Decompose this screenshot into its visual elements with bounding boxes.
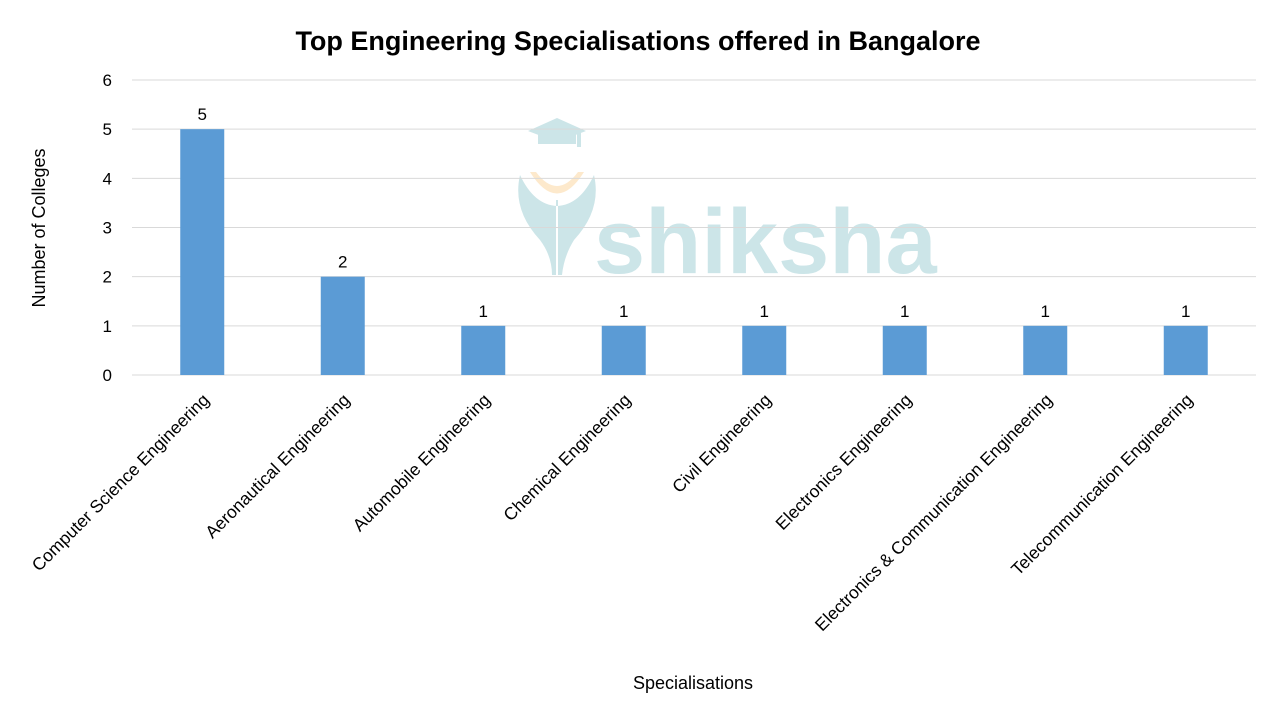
bar xyxy=(180,129,225,375)
bar xyxy=(461,325,506,375)
shiksha-watermark-logo: shiksha xyxy=(518,118,937,293)
bar xyxy=(1163,325,1208,375)
y-tick-label: 3 xyxy=(103,219,112,238)
y-tick-label: 4 xyxy=(103,169,112,188)
data-label: 1 xyxy=(619,302,628,321)
svg-text:shiksha: shiksha xyxy=(594,191,937,293)
x-axis-label: Specialisations xyxy=(633,673,753,693)
x-tick-label: Civil Engineering xyxy=(668,390,775,497)
y-axis-ticks: 0 1 2 3 4 5 6 xyxy=(103,71,112,385)
y-tick-label: 6 xyxy=(103,71,112,90)
bar xyxy=(882,325,927,375)
bars xyxy=(180,129,1208,375)
data-label: 2 xyxy=(338,253,347,272)
bar xyxy=(320,276,365,375)
x-tick-label: Electronics & Communication Engineering xyxy=(811,390,1056,635)
bar xyxy=(601,325,646,375)
y-tick-label: 5 xyxy=(103,120,112,139)
x-tick-label: Chemical Engineering xyxy=(499,390,634,525)
data-label: 5 xyxy=(198,105,207,124)
x-tick-label: Electronics Engineering xyxy=(771,390,915,534)
data-label: 1 xyxy=(1181,302,1190,321)
chart-title: Top Engineering Specialisations offered … xyxy=(295,26,980,56)
gridlines xyxy=(132,79,1256,376)
x-tick-label: Automobile Engineering xyxy=(349,390,495,536)
y-tick-label: 1 xyxy=(103,317,112,336)
data-label: 1 xyxy=(900,302,909,321)
data-label: 1 xyxy=(479,302,488,321)
y-axis-label: Number of Colleges xyxy=(29,148,49,307)
x-axis-ticks: Computer Science EngineeringAeronautical… xyxy=(28,390,1197,635)
data-labels: 5 2 1 1 1 1 1 1 xyxy=(198,105,1191,321)
y-tick-label: 2 xyxy=(103,268,112,287)
x-tick-label: Computer Science Engineering xyxy=(28,390,213,575)
bar xyxy=(1023,325,1068,375)
y-tick-label: 0 xyxy=(103,366,112,385)
bar xyxy=(742,325,787,375)
data-label: 1 xyxy=(1041,302,1050,321)
x-tick-label: Aeronautical Engineering xyxy=(201,390,353,542)
data-label: 1 xyxy=(760,302,769,321)
